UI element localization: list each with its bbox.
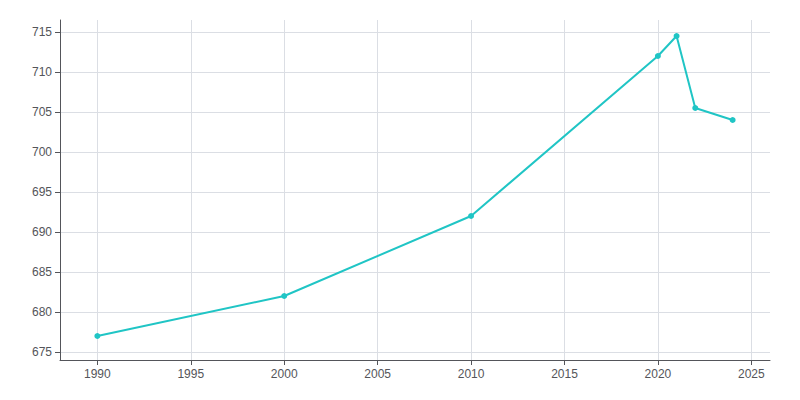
svg-text:2010: 2010	[458, 367, 485, 381]
svg-text:705: 705	[32, 105, 52, 119]
svg-text:2020: 2020	[645, 367, 672, 381]
svg-text:2005: 2005	[364, 367, 391, 381]
svg-text:2000: 2000	[271, 367, 298, 381]
svg-text:690: 690	[32, 225, 52, 239]
svg-text:1995: 1995	[177, 367, 204, 381]
svg-text:680: 680	[32, 305, 52, 319]
svg-text:700: 700	[32, 145, 52, 159]
svg-text:715: 715	[32, 25, 52, 39]
svg-text:1990: 1990	[84, 367, 111, 381]
svg-text:695: 695	[32, 185, 52, 199]
svg-text:685: 685	[32, 265, 52, 279]
svg-text:2025: 2025	[738, 367, 765, 381]
svg-text:2015: 2015	[551, 367, 578, 381]
svg-text:710: 710	[32, 65, 52, 79]
svg-text:675: 675	[32, 345, 52, 359]
